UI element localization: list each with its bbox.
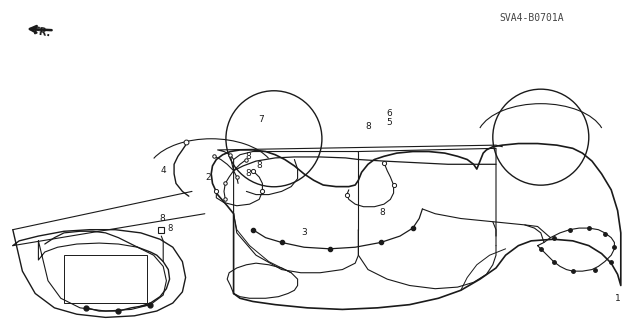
- Text: 1: 1: [615, 294, 620, 303]
- Text: 8: 8: [159, 214, 164, 223]
- Text: 8: 8: [246, 169, 251, 178]
- Text: SVA4-B0701A: SVA4-B0701A: [499, 12, 563, 23]
- Text: 8: 8: [365, 122, 371, 130]
- Text: 3: 3: [301, 228, 307, 237]
- Text: 2: 2: [205, 173, 211, 182]
- Bar: [64, 255, 147, 303]
- Text: 8: 8: [167, 224, 173, 233]
- Text: 5: 5: [387, 118, 392, 127]
- Text: 4: 4: [161, 166, 166, 175]
- Text: FR.: FR.: [32, 26, 51, 39]
- Text: 8: 8: [246, 152, 251, 161]
- Text: 8: 8: [380, 208, 385, 217]
- Text: 6: 6: [387, 109, 392, 118]
- Text: 7: 7: [259, 115, 264, 124]
- Text: 8: 8: [257, 161, 262, 170]
